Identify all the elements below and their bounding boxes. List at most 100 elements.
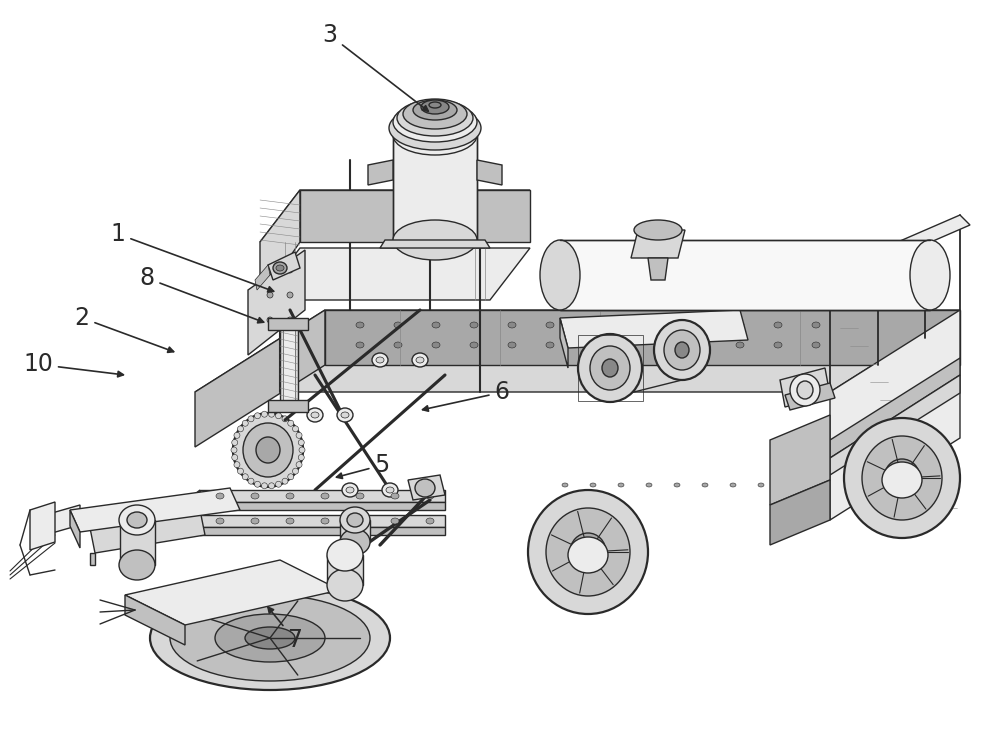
- Ellipse shape: [150, 586, 390, 690]
- Ellipse shape: [356, 322, 364, 328]
- Ellipse shape: [412, 353, 428, 367]
- Ellipse shape: [413, 100, 457, 120]
- Ellipse shape: [590, 346, 630, 390]
- Text: 10: 10: [23, 353, 123, 377]
- Ellipse shape: [231, 447, 237, 453]
- Ellipse shape: [243, 423, 293, 477]
- Ellipse shape: [282, 416, 288, 422]
- Ellipse shape: [251, 518, 259, 524]
- Ellipse shape: [276, 265, 284, 271]
- Ellipse shape: [245, 627, 295, 649]
- Ellipse shape: [584, 322, 592, 328]
- Polygon shape: [200, 490, 445, 502]
- Polygon shape: [260, 248, 530, 300]
- Polygon shape: [380, 240, 490, 248]
- Ellipse shape: [287, 267, 293, 273]
- Ellipse shape: [251, 493, 259, 499]
- Ellipse shape: [862, 436, 942, 520]
- Ellipse shape: [119, 505, 155, 535]
- Ellipse shape: [170, 595, 370, 681]
- Polygon shape: [255, 265, 270, 290]
- Text: 3: 3: [322, 24, 428, 111]
- Polygon shape: [195, 310, 325, 447]
- Ellipse shape: [622, 322, 630, 328]
- Ellipse shape: [698, 322, 706, 328]
- Ellipse shape: [287, 317, 293, 323]
- Ellipse shape: [391, 493, 399, 499]
- Ellipse shape: [730, 483, 736, 487]
- Ellipse shape: [254, 413, 260, 419]
- Ellipse shape: [429, 102, 441, 108]
- Ellipse shape: [261, 483, 267, 489]
- Ellipse shape: [894, 470, 910, 486]
- Polygon shape: [90, 510, 205, 553]
- Polygon shape: [560, 248, 930, 260]
- Ellipse shape: [346, 487, 354, 493]
- Bar: [340, 520, 370, 542]
- Ellipse shape: [341, 412, 349, 418]
- Ellipse shape: [273, 262, 287, 274]
- Ellipse shape: [237, 468, 243, 474]
- Polygon shape: [830, 358, 960, 458]
- Bar: [283, 320, 295, 410]
- Ellipse shape: [299, 447, 305, 453]
- Polygon shape: [268, 400, 308, 412]
- Ellipse shape: [814, 483, 820, 487]
- Text: 8: 8: [139, 266, 264, 323]
- Ellipse shape: [394, 342, 402, 348]
- Polygon shape: [260, 190, 300, 300]
- Text: 1: 1: [111, 222, 274, 292]
- Polygon shape: [560, 318, 568, 368]
- Ellipse shape: [421, 100, 449, 114]
- Polygon shape: [830, 375, 960, 475]
- Ellipse shape: [660, 342, 668, 348]
- Ellipse shape: [256, 437, 280, 463]
- Bar: [327, 555, 363, 585]
- Ellipse shape: [376, 357, 384, 363]
- Polygon shape: [200, 502, 445, 510]
- Ellipse shape: [540, 240, 580, 310]
- Polygon shape: [648, 258, 668, 280]
- Ellipse shape: [403, 99, 467, 129]
- Ellipse shape: [233, 413, 303, 487]
- Polygon shape: [185, 490, 200, 522]
- Ellipse shape: [634, 220, 682, 240]
- Ellipse shape: [393, 220, 477, 260]
- Ellipse shape: [342, 483, 358, 497]
- Polygon shape: [125, 560, 340, 625]
- Ellipse shape: [321, 518, 329, 524]
- Ellipse shape: [786, 483, 792, 487]
- Ellipse shape: [426, 518, 434, 524]
- Ellipse shape: [590, 483, 596, 487]
- Ellipse shape: [393, 102, 477, 142]
- Polygon shape: [200, 527, 445, 535]
- Polygon shape: [770, 415, 830, 505]
- Ellipse shape: [311, 412, 319, 418]
- Ellipse shape: [372, 353, 388, 367]
- Ellipse shape: [127, 512, 147, 528]
- Polygon shape: [780, 368, 830, 407]
- Polygon shape: [785, 383, 835, 410]
- Ellipse shape: [386, 487, 394, 493]
- Ellipse shape: [432, 322, 440, 328]
- Ellipse shape: [546, 342, 554, 348]
- Ellipse shape: [882, 462, 922, 498]
- Ellipse shape: [774, 342, 782, 348]
- Ellipse shape: [382, 483, 398, 497]
- Ellipse shape: [702, 483, 708, 487]
- Ellipse shape: [910, 240, 950, 310]
- Ellipse shape: [327, 569, 363, 601]
- Ellipse shape: [674, 483, 680, 487]
- Ellipse shape: [415, 479, 435, 497]
- Bar: [280, 320, 298, 410]
- Ellipse shape: [391, 518, 399, 524]
- Ellipse shape: [286, 493, 294, 499]
- Bar: [120, 520, 155, 565]
- Polygon shape: [268, 318, 308, 330]
- Ellipse shape: [546, 322, 554, 328]
- Ellipse shape: [293, 426, 299, 432]
- Ellipse shape: [654, 320, 710, 380]
- Ellipse shape: [267, 267, 273, 273]
- Ellipse shape: [254, 481, 260, 487]
- Polygon shape: [830, 310, 960, 520]
